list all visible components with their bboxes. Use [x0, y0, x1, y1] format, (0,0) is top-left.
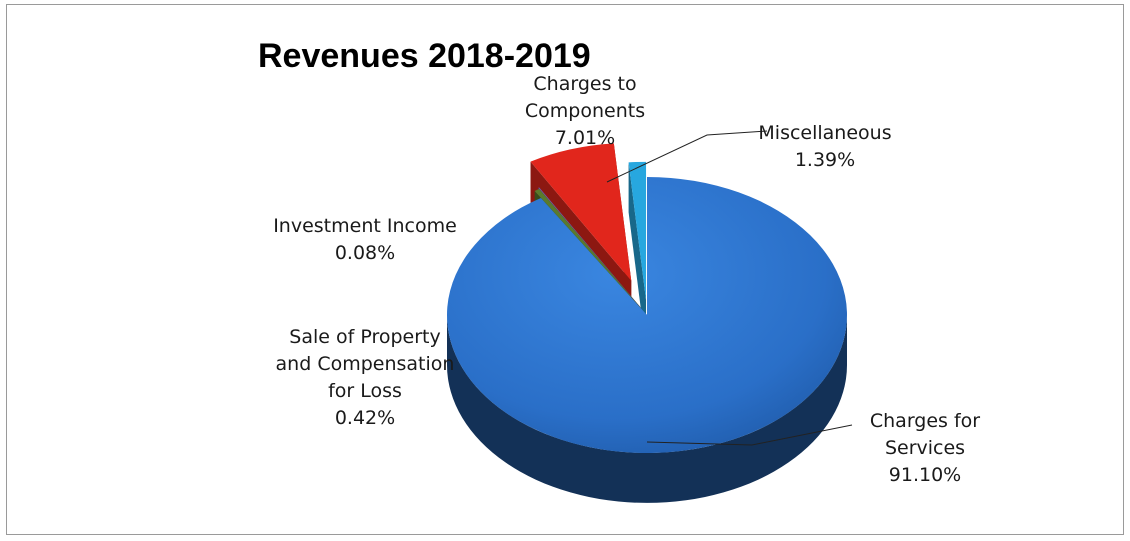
- pie-slice-wall-miscellaneous: [628, 162, 647, 350]
- pie-slice-miscellaneous: [628, 161, 647, 350]
- slice-labels: Charges for Services 91.10% Sale of Propert…: [273, 73, 980, 486]
- slice-name-miscellaneous: Miscellaneous: [758, 122, 891, 144]
- slice-label-charges-for-services: Charges for Services 91.10%: [870, 410, 980, 486]
- chart-frame: Revenues 2018-2019 Charges for Services 91…: [6, 4, 1124, 535]
- slice-label-miscellaneous: Miscellaneous 1.39%: [758, 122, 891, 171]
- slice-value-miscellaneous: 1.39%: [795, 149, 855, 171]
- pie-slice-top-charges-for-services: [447, 177, 847, 454]
- slice-name-charges-for-services: Charges for: [870, 410, 980, 432]
- leader-line-miscellaneous: [606, 130, 768, 183]
- slice-name-sale-of-property: and Compensation: [276, 353, 455, 375]
- pie-slice-top-sale-of-property: [534, 189, 641, 308]
- slice-value-sale-of-property: 0.42%: [335, 407, 395, 429]
- slice-name-charges-to-components: Components: [525, 100, 645, 122]
- pie-chart: Revenues 2018-2019 Charges for Services 91…: [258, 37, 980, 503]
- slice-name-sale-of-property: for Loss: [328, 380, 402, 402]
- slice-name-charges-for-services: Services: [885, 437, 965, 459]
- slice-value-investment-income: 0.08%: [335, 242, 395, 264]
- slice-name-investment-income: Investment Income: [273, 215, 457, 237]
- slice-label-sale-of-property: Sale of Property and Compensation for Loss…: [276, 326, 455, 429]
- slice-label-charges-to-components: Charges to Components 7.01%: [525, 73, 645, 149]
- slice-value-charges-to-components: 7.01%: [555, 127, 615, 149]
- pie-slice-charges-for-services: [447, 177, 847, 503]
- pie-slice-top-charges-to-components: [530, 143, 632, 281]
- slice-label-investment-income: Investment Income 0.08%: [273, 215, 457, 264]
- pie-slices: [447, 143, 847, 503]
- slice-value-charges-for-services: 91.10%: [889, 464, 961, 486]
- slice-name-charges-to-components: Charges to: [533, 73, 636, 95]
- leader-line-charges-for-services: [646, 424, 853, 446]
- leader-lines: [606, 130, 853, 446]
- pie-slice-top-investment-income: [538, 187, 640, 307]
- pie-slice-top-miscellaneous: [628, 161, 647, 300]
- chart-title: Revenues 2018-2019: [258, 37, 591, 75]
- pie-slice-side-charges-for-services: [447, 315, 847, 503]
- slice-name-sale-of-property: Sale of Property: [289, 326, 440, 348]
